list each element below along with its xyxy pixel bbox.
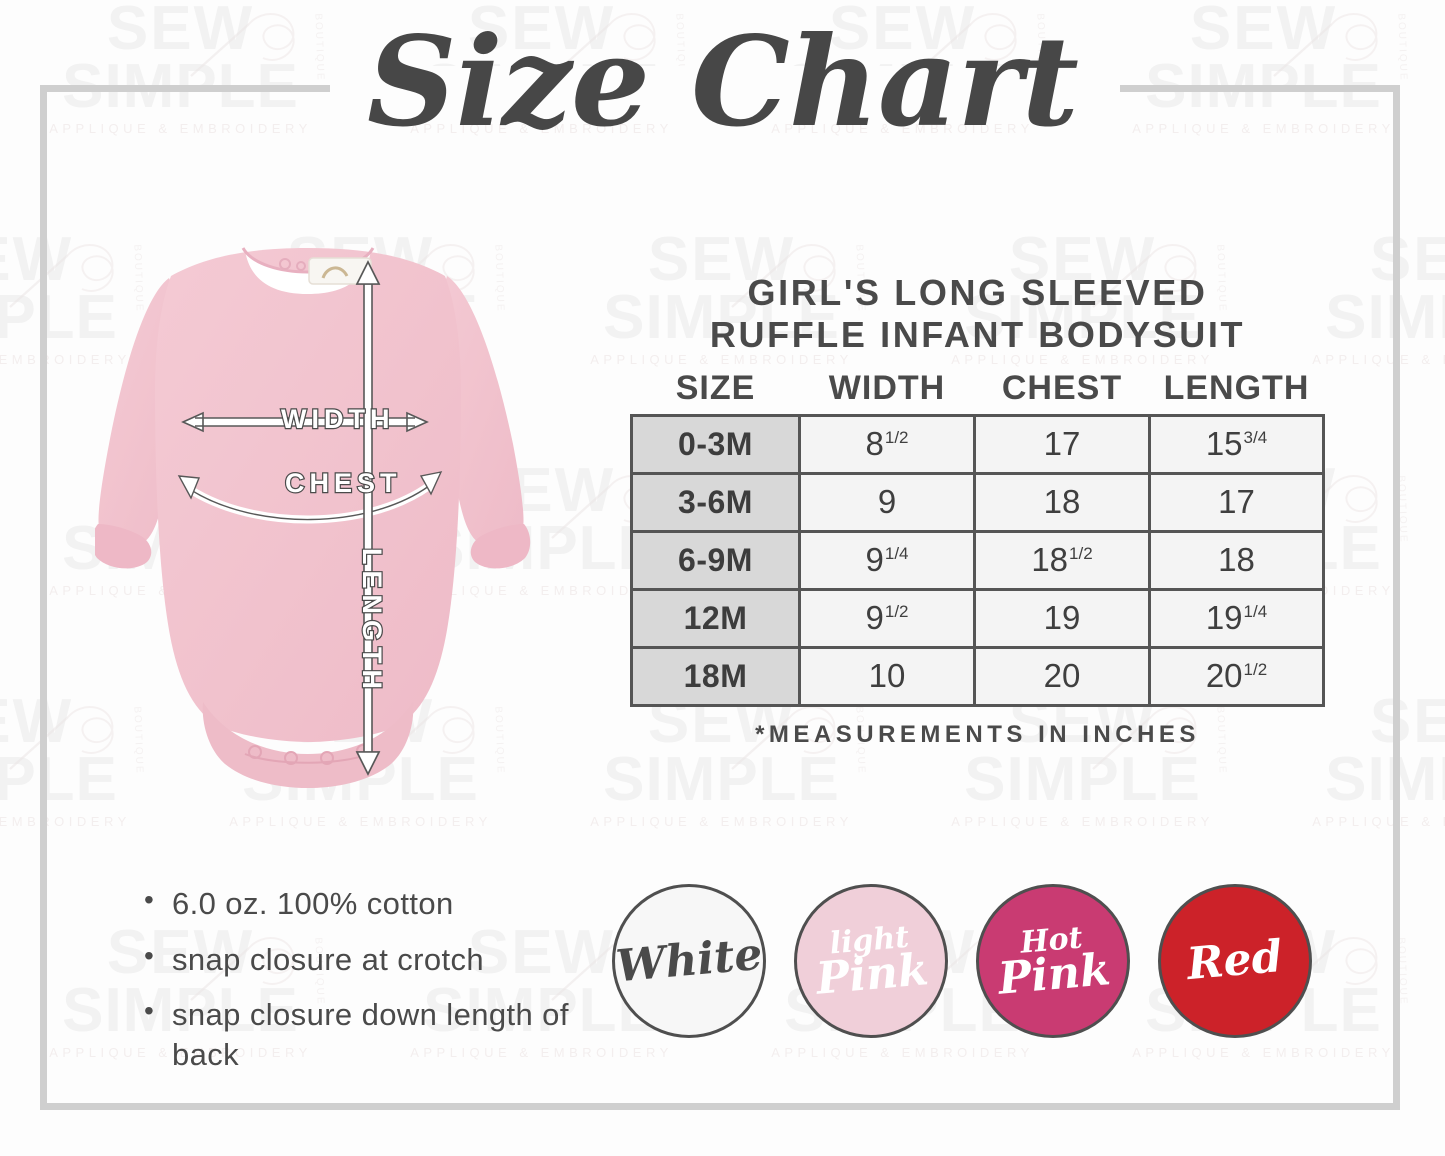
cell-size: 3-6M [630, 471, 801, 533]
cell-size: 6-9M [630, 529, 801, 591]
measurements-note: *MEASUREMENTS IN INCHES [755, 720, 1200, 748]
cell-chest: 18 [973, 471, 1151, 533]
tag-logo-icon [321, 266, 349, 279]
table-row: 0-3M 81/2 17 153/4 [630, 413, 1325, 475]
watermark-simple: SIMPLE [964, 745, 1201, 815]
cell-size: 18M [630, 645, 801, 707]
feature-list: 6.0 oz. 100% cotton snap closure at crotc… [140, 882, 580, 1091]
swatch-label-top: light [828, 919, 911, 962]
watermark-simple: SIMPLE [603, 745, 840, 815]
cell-length: 153/4 [1148, 413, 1325, 475]
product-title: GIRL'S LONG SLEEVED RUFFLE INFANT BODYSU… [630, 272, 1325, 357]
crotch-panel [202, 702, 414, 788]
table-row: 12M 91/2 19 191/4 [630, 587, 1325, 649]
cell-width: 10 [798, 645, 976, 707]
shoulder-snaps [279, 258, 306, 271]
product-title-line1: GIRL'S LONG SLEEVED [747, 272, 1208, 313]
table-row: 3-6M 9 18 17 [630, 471, 1325, 533]
column-header-size: SIZE [675, 368, 756, 407]
length-dimension-label: LENGTH [356, 547, 388, 696]
watermark-subtitle: APPLIQUE & EMBROIDERY [590, 813, 853, 829]
swatch-label-top: Hot [1018, 920, 1084, 961]
feature-item-1: snap closure at crotch [140, 938, 580, 980]
color-swatch-white[interactable]: White [612, 884, 766, 1038]
watermark-boutique-arc: BOUTIQUE [1395, 475, 1409, 544]
width-dimension-label: WIDTH [280, 403, 395, 435]
table-row: 6-9M 91/4 181/2 18 [630, 529, 1325, 591]
cell-length: 17 [1148, 471, 1325, 533]
cell-width: 91/4 [798, 529, 976, 591]
cell-width: 9 [798, 471, 976, 533]
cell-chest: 17 [973, 413, 1151, 475]
watermark-subtitle: APPLIQUE & EMBROIDERY [951, 813, 1214, 829]
watermark-simple: SIMPLE [1325, 745, 1445, 815]
swatch-label: White [613, 928, 765, 993]
cell-width: 91/2 [798, 587, 976, 649]
cell-length: 201/2 [1148, 645, 1325, 707]
size-table-block: GIRL'S LONG SLEEVED RUFFLE INFANT BODYSU… [630, 272, 1325, 749]
cell-length: 18 [1148, 529, 1325, 591]
watermark-boutique-arc: BOUTIQUE [1395, 937, 1409, 1006]
swatch-label: Red [1185, 930, 1285, 990]
cell-length: 191/4 [1148, 587, 1325, 649]
cell-size: 12M [630, 587, 801, 649]
feature-item-2: snap closure down length of back [140, 993, 580, 1074]
column-header-chest: CHEST [1001, 368, 1123, 407]
swatch-label: Hot Pink [995, 920, 1113, 1005]
watermark-subtitle: APPLIQUE & EMBROIDERY [0, 813, 131, 829]
width-arrow-outline [181, 411, 429, 433]
watermark-subtitle: APPLIQUE & EMBROIDERY [229, 813, 492, 829]
column-header-width: WIDTH [828, 368, 946, 407]
swatch-label: light Pink [813, 919, 931, 1005]
right-ruffle-cuff [470, 524, 531, 569]
page-title: Size Chart [367, 10, 1079, 155]
feature-item-0: 6.0 oz. 100% cotton [140, 882, 580, 924]
left-ruffle-cuff [95, 524, 152, 569]
cell-chest: 19 [973, 587, 1151, 649]
table-header-row: SIZE WIDTH CHEST LENGTH [632, 369, 1324, 416]
column-header-length: LENGTH [1163, 368, 1310, 407]
cell-width: 81/2 [798, 413, 976, 475]
color-swatch-row: White light Pink Hot Pink Red [612, 884, 1382, 1044]
cell-chest: 20 [973, 645, 1151, 707]
table-row: 18M 10 20 201/2 [630, 645, 1325, 707]
chest-dimension-label: CHEST [284, 467, 402, 499]
watermark-subtitle: APPLIQUE & EMBROIDERY [1132, 1044, 1395, 1060]
size-table: SIZE WIDTH CHEST LENGTH 0-3M 81/2 17 153/4 3… [630, 369, 1325, 707]
product-title-line2: RUFFLE INFANT BODYSUIT [709, 314, 1246, 356]
cell-size: 0-3M [630, 413, 801, 475]
color-swatch-red[interactable]: Red [1158, 884, 1312, 1038]
watermark-subtitle: APPLIQUE & EMBROIDERY [771, 1044, 1034, 1060]
color-swatch-light-pink[interactable]: light Pink [794, 884, 948, 1038]
bodysuit-body [155, 248, 461, 742]
size-table-body: 0-3M 81/2 17 153/4 3-6M 9 18 17 6-9M 91/4 181/2 18 1… [630, 413, 1325, 707]
color-swatch-hot-pink[interactable]: Hot Pink [976, 884, 1130, 1038]
bodysuit-illustration [95, 232, 565, 812]
cell-chest: 181/2 [973, 529, 1151, 591]
watermark-subtitle: APPLIQUE & EMBROIDERY [1312, 813, 1445, 829]
